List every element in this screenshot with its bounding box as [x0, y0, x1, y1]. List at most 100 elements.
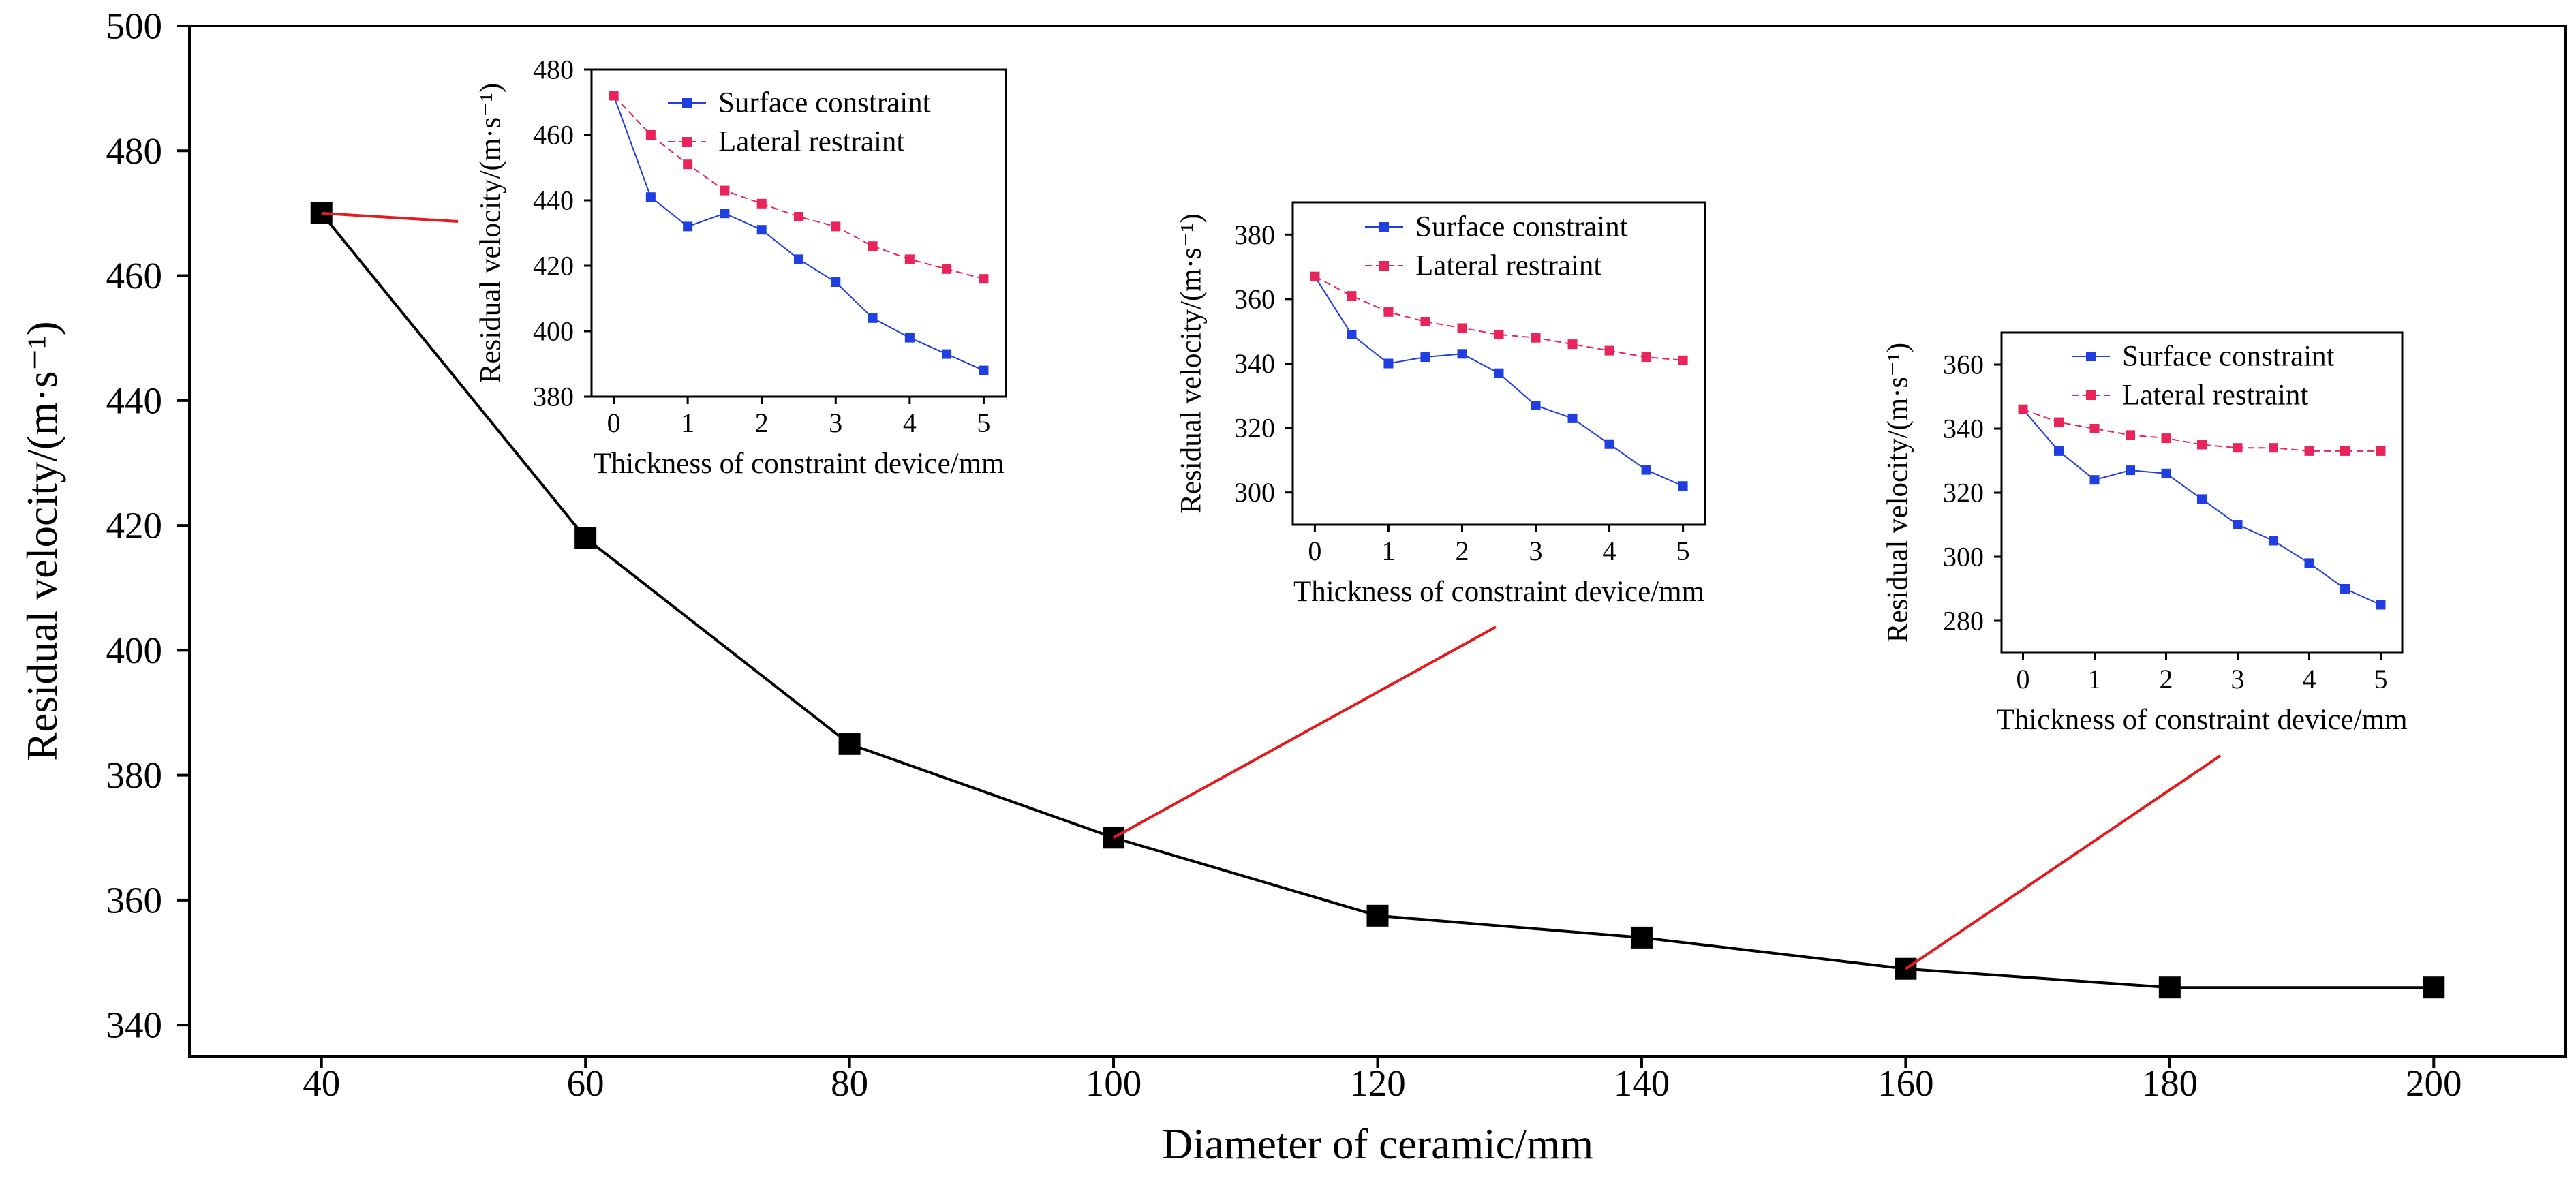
inset-100-legend-label-0: Surface constraint — [1415, 211, 1628, 243]
inset-100-series-0-point — [1383, 358, 1394, 369]
main-series-0-point — [1630, 926, 1653, 949]
main-x-tick-label: 120 — [1349, 1062, 1406, 1104]
inset-100-series-1-point — [1641, 352, 1651, 363]
inset-40-legend-label-1: Lateral restraint — [718, 126, 904, 158]
main-x-axis-title: Diameter of ceramic/mm — [1162, 1120, 1593, 1168]
inset-160-x-tick-label: 0 — [2017, 664, 2030, 694]
main-x-tick-label: 180 — [2142, 1062, 2198, 1104]
inset-160-series-1-point — [2376, 446, 2386, 456]
main-series-0-point — [2423, 976, 2445, 999]
main-y-tick-label: 440 — [106, 380, 163, 421]
inset-100-series-0-point — [1604, 439, 1614, 449]
inset-100-series-1-point — [1420, 317, 1430, 327]
inset-40-series-0-point — [868, 313, 878, 323]
inset-100-x-tick-label: 1 — [1381, 536, 1395, 566]
inset-40-series-0-point — [979, 365, 989, 375]
inset-100-x-tick-label: 3 — [1529, 536, 1543, 566]
inset-160-series-0-point — [2126, 465, 2135, 476]
callout-line-inset-100 — [1113, 626, 1497, 840]
inset-100-y-tick-label: 300 — [1234, 477, 1275, 508]
inset-40-series-0-point — [645, 192, 656, 202]
inset-100-series-0-point — [1420, 352, 1430, 363]
inset-40-y-tick-label: 440 — [533, 185, 574, 216]
inset-160-legend-label-0: Surface constraint — [2122, 341, 2335, 373]
inset-160-series-0-point — [2089, 475, 2100, 485]
inset-160-series-1-point — [2089, 424, 2100, 433]
inset-40-x-tick-label: 3 — [829, 407, 842, 438]
inset-160-series-1-point — [2340, 446, 2350, 456]
inset-40-y-tick-label: 480 — [533, 55, 574, 85]
inset-100-series-1-point — [1383, 307, 1394, 317]
callout-line-inset-160 — [1905, 754, 2222, 970]
inset-160-series-1-point — [2161, 433, 2171, 444]
main-series-0-point — [1366, 904, 1389, 927]
inset-100-series-1-point — [1494, 329, 1504, 339]
inset-100-series-1-point — [1604, 345, 1614, 356]
inset-160-series-1-point — [2233, 443, 2243, 453]
inset-160-legend-marker-1 — [2086, 390, 2096, 400]
inset-100-x-tick-label: 5 — [1676, 536, 1690, 566]
inset-160-y-tick-label: 300 — [1943, 542, 1984, 572]
inset-100-series-0-point — [1567, 413, 1578, 423]
inset-40-series-1-point — [979, 274, 989, 284]
inset-100-y-tick-label: 380 — [1234, 219, 1275, 250]
inset-160-series-0-point — [2340, 584, 2350, 594]
inset-40-series-1-point — [720, 185, 730, 196]
inset-40-series-0-point — [942, 349, 952, 359]
inset-100-y-tick-label: 360 — [1234, 283, 1275, 314]
inset-160-y-tick-label: 320 — [1943, 478, 1984, 508]
inset-40-series-1-point — [609, 91, 619, 101]
main-y-tick-label: 420 — [106, 505, 163, 547]
inset-160-series-0-point — [2304, 558, 2314, 568]
main-x-tick-label: 160 — [1877, 1062, 1934, 1104]
main-y-axis-title: Residual velocity/(m·s⁻¹) — [18, 321, 66, 760]
inset-40-series-1-point — [942, 264, 952, 274]
inset-40-series-0-point — [904, 333, 915, 343]
inset-100-x-tick-label: 2 — [1455, 536, 1469, 566]
inset-100-series-0-point — [1641, 465, 1651, 475]
inset-40-series-0-point — [720, 209, 730, 219]
inset-160-x-tick-label: 1 — [2088, 664, 2102, 694]
inset-40-series-1-point — [683, 159, 693, 170]
inset-40-series-1-point — [831, 221, 841, 232]
main-x-tick-label: 200 — [2406, 1062, 2462, 1104]
inset-160-y-axis-title: Residual velocity/(m·s⁻¹) — [1882, 343, 1914, 643]
inset-160-y-tick-label: 280 — [1943, 606, 1984, 636]
inset-160-y-tick-label: 340 — [1943, 414, 1984, 444]
inset-160-series-0-point — [2233, 520, 2243, 529]
inset-160-series-0-point — [2197, 494, 2207, 504]
main-series-0-point — [574, 527, 597, 549]
inset-100-chart: 0 1 2 3 4 5 300 320 340 360 380 Thickness of constr… — [1176, 201, 1706, 608]
inset-160-series-1-point — [2304, 446, 2314, 456]
inset-100-series-1-line — [1314, 275, 1683, 361]
inset-100-x-tick-label: 0 — [1308, 536, 1321, 566]
inset-160-legend-marker-0 — [2086, 352, 2096, 361]
main-y-tick-label: 380 — [106, 754, 163, 796]
inset-160-legend-label-1: Lateral restraint — [2122, 380, 2308, 412]
inset-40-series-1-point — [868, 241, 878, 251]
inset-160-plot-frame — [2000, 331, 2404, 654]
inset-100-y-axis-title: Residual velocity/(m·s⁻¹) — [1176, 213, 1208, 513]
inset-40-series-1-point — [645, 130, 656, 140]
inset-100-y-tick-label: 320 — [1234, 413, 1275, 444]
inset-100-series-1-point — [1531, 333, 1541, 343]
inset-100-series-0-point — [1678, 481, 1688, 491]
inset-40-series-1-point — [756, 198, 767, 209]
inset-40-x-tick-label: 2 — [755, 407, 769, 438]
inset-40-x-tick-label: 1 — [681, 407, 694, 438]
inset-40-plot-frame — [590, 68, 1007, 398]
main-y-tick-label: 480 — [106, 130, 163, 172]
inset-100-legend-label-1: Lateral restraint — [1415, 250, 1601, 282]
inset-100-series-0-point — [1531, 400, 1541, 410]
inset-100-series-1-point — [1347, 291, 1357, 301]
inset-40-series-0-point — [683, 221, 693, 232]
inset-40-legend-label-0: Surface constraint — [718, 87, 931, 119]
main-x-tick-label: 80 — [831, 1062, 868, 1104]
inset-40-y-tick-label: 380 — [533, 382, 574, 412]
inset-100-series-0-point — [1494, 368, 1504, 378]
inset-40-x-tick-label: 5 — [977, 407, 990, 438]
inset-160-series-1-point — [2197, 440, 2207, 450]
main-series-0-point — [838, 733, 861, 755]
inset-100-x-tick-label: 4 — [1603, 536, 1616, 566]
inset-160-series-1-point — [2126, 430, 2135, 440]
